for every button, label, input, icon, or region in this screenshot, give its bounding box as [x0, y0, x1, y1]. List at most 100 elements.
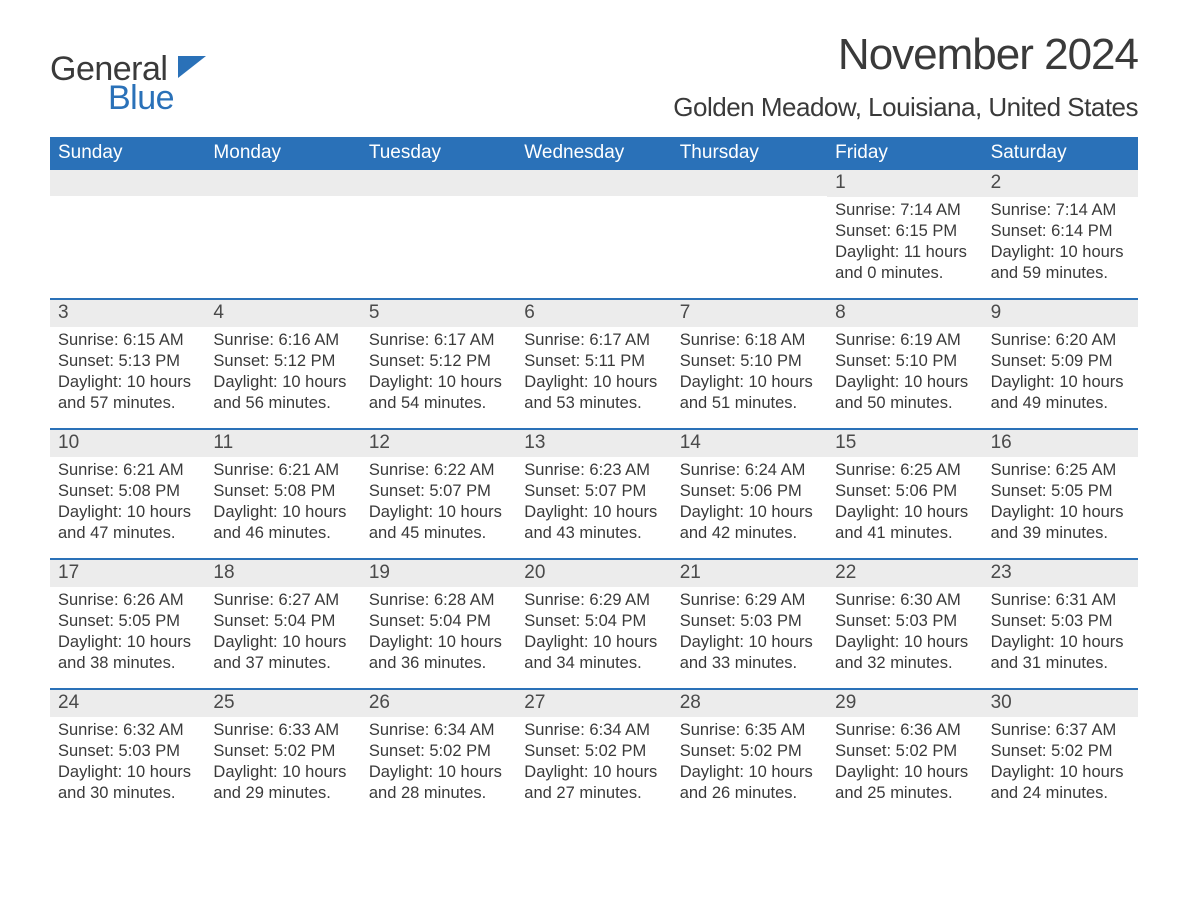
day-number: 2	[983, 170, 1138, 197]
calendar-day: 11Sunrise: 6:21 AMSunset: 5:08 PMDayligh…	[205, 430, 360, 558]
day-number: 16	[983, 430, 1138, 457]
daylight-line: Daylight: 10 hours and 38 minutes.	[58, 632, 197, 674]
day-number	[361, 170, 516, 196]
daylight-line: Daylight: 10 hours and 42 minutes.	[680, 502, 819, 544]
daylight-line: Daylight: 10 hours and 43 minutes.	[524, 502, 663, 544]
sunrise-line: Sunrise: 6:34 AM	[369, 720, 508, 741]
day-details: Sunrise: 6:34 AMSunset: 5:02 PMDaylight:…	[361, 717, 516, 810]
daylight-line: Daylight: 10 hours and 34 minutes.	[524, 632, 663, 674]
daylight-line: Daylight: 10 hours and 36 minutes.	[369, 632, 508, 674]
daylight-line: Daylight: 10 hours and 37 minutes.	[213, 632, 352, 674]
day-number: 7	[672, 300, 827, 327]
day-header-wednesday: Wednesday	[516, 137, 671, 170]
calendar-day: 12Sunrise: 6:22 AMSunset: 5:07 PMDayligh…	[361, 430, 516, 558]
day-number: 10	[50, 430, 205, 457]
day-number: 4	[205, 300, 360, 327]
day-number: 28	[672, 690, 827, 717]
day-number: 19	[361, 560, 516, 587]
daylight-line: Daylight: 10 hours and 53 minutes.	[524, 372, 663, 414]
sunrise-line: Sunrise: 6:32 AM	[58, 720, 197, 741]
day-details: Sunrise: 6:25 AMSunset: 5:06 PMDaylight:…	[827, 457, 982, 550]
sunset-line: Sunset: 5:04 PM	[369, 611, 508, 632]
day-details: Sunrise: 6:28 AMSunset: 5:04 PMDaylight:…	[361, 587, 516, 680]
day-details: Sunrise: 6:37 AMSunset: 5:02 PMDaylight:…	[983, 717, 1138, 810]
calendar-day: 13Sunrise: 6:23 AMSunset: 5:07 PMDayligh…	[516, 430, 671, 558]
calendar-empty-cell	[50, 170, 205, 298]
day-details: Sunrise: 6:25 AMSunset: 5:05 PMDaylight:…	[983, 457, 1138, 550]
sunset-line: Sunset: 5:08 PM	[213, 481, 352, 502]
daylight-line: Daylight: 10 hours and 24 minutes.	[991, 762, 1130, 804]
calendar-week: 17Sunrise: 6:26 AMSunset: 5:05 PMDayligh…	[50, 558, 1138, 688]
sunset-line: Sunset: 5:12 PM	[369, 351, 508, 372]
sunrise-line: Sunrise: 6:19 AM	[835, 330, 974, 351]
calendar-day: 14Sunrise: 6:24 AMSunset: 5:06 PMDayligh…	[672, 430, 827, 558]
calendar-day: 28Sunrise: 6:35 AMSunset: 5:02 PMDayligh…	[672, 690, 827, 818]
day-header-friday: Friday	[827, 137, 982, 170]
sunrise-line: Sunrise: 6:29 AM	[524, 590, 663, 611]
daylight-line: Daylight: 10 hours and 30 minutes.	[58, 762, 197, 804]
day-details: Sunrise: 6:18 AMSunset: 5:10 PMDaylight:…	[672, 327, 827, 420]
day-number: 5	[361, 300, 516, 327]
day-number: 8	[827, 300, 982, 327]
day-number: 14	[672, 430, 827, 457]
calendar-day: 1Sunrise: 7:14 AMSunset: 6:15 PMDaylight…	[827, 170, 982, 298]
calendar-day: 19Sunrise: 6:28 AMSunset: 5:04 PMDayligh…	[361, 560, 516, 688]
day-number: 27	[516, 690, 671, 717]
calendar-day: 5Sunrise: 6:17 AMSunset: 5:12 PMDaylight…	[361, 300, 516, 428]
calendar-day: 16Sunrise: 6:25 AMSunset: 5:05 PMDayligh…	[983, 430, 1138, 558]
day-details: Sunrise: 6:17 AMSunset: 5:12 PMDaylight:…	[361, 327, 516, 420]
day-details: Sunrise: 7:14 AMSunset: 6:14 PMDaylight:…	[983, 197, 1138, 290]
day-header-row: Sunday Monday Tuesday Wednesday Thursday…	[50, 137, 1138, 170]
sunset-line: Sunset: 5:06 PM	[835, 481, 974, 502]
sunset-line: Sunset: 5:05 PM	[991, 481, 1130, 502]
day-number: 11	[205, 430, 360, 457]
sunset-line: Sunset: 6:14 PM	[991, 221, 1130, 242]
month-title: November 2024	[673, 30, 1138, 80]
day-details: Sunrise: 6:33 AMSunset: 5:02 PMDaylight:…	[205, 717, 360, 810]
calendar-day: 2Sunrise: 7:14 AMSunset: 6:14 PMDaylight…	[983, 170, 1138, 298]
daylight-line: Daylight: 10 hours and 46 minutes.	[213, 502, 352, 544]
sunrise-line: Sunrise: 6:17 AM	[369, 330, 508, 351]
sunrise-line: Sunrise: 6:20 AM	[991, 330, 1130, 351]
day-details: Sunrise: 6:27 AMSunset: 5:04 PMDaylight:…	[205, 587, 360, 680]
daylight-line: Daylight: 10 hours and 25 minutes.	[835, 762, 974, 804]
calendar-week: 3Sunrise: 6:15 AMSunset: 5:13 PMDaylight…	[50, 298, 1138, 428]
sunrise-line: Sunrise: 6:16 AM	[213, 330, 352, 351]
sunset-line: Sunset: 5:07 PM	[369, 481, 508, 502]
day-number: 25	[205, 690, 360, 717]
day-number: 29	[827, 690, 982, 717]
sunrise-line: Sunrise: 6:33 AM	[213, 720, 352, 741]
sunset-line: Sunset: 5:10 PM	[680, 351, 819, 372]
day-number: 22	[827, 560, 982, 587]
day-number: 21	[672, 560, 827, 587]
day-number	[672, 170, 827, 196]
calendar-empty-cell	[205, 170, 360, 298]
daylight-line: Daylight: 10 hours and 31 minutes.	[991, 632, 1130, 674]
calendar-day: 21Sunrise: 6:29 AMSunset: 5:03 PMDayligh…	[672, 560, 827, 688]
day-details: Sunrise: 6:16 AMSunset: 5:12 PMDaylight:…	[205, 327, 360, 420]
day-details: Sunrise: 6:15 AMSunset: 5:13 PMDaylight:…	[50, 327, 205, 420]
day-details: Sunrise: 6:20 AMSunset: 5:09 PMDaylight:…	[983, 327, 1138, 420]
calendar-day: 4Sunrise: 6:16 AMSunset: 5:12 PMDaylight…	[205, 300, 360, 428]
sunset-line: Sunset: 5:10 PM	[835, 351, 974, 372]
sunrise-line: Sunrise: 6:21 AM	[58, 460, 197, 481]
sunrise-line: Sunrise: 7:14 AM	[835, 200, 974, 221]
calendar-day: 24Sunrise: 6:32 AMSunset: 5:03 PMDayligh…	[50, 690, 205, 818]
sunset-line: Sunset: 5:07 PM	[524, 481, 663, 502]
day-number: 20	[516, 560, 671, 587]
calendar-day: 30Sunrise: 6:37 AMSunset: 5:02 PMDayligh…	[983, 690, 1138, 818]
sunset-line: Sunset: 5:03 PM	[680, 611, 819, 632]
day-number	[205, 170, 360, 196]
calendar-day: 29Sunrise: 6:36 AMSunset: 5:02 PMDayligh…	[827, 690, 982, 818]
daylight-line: Daylight: 10 hours and 26 minutes.	[680, 762, 819, 804]
daylight-line: Daylight: 10 hours and 59 minutes.	[991, 242, 1130, 284]
calendar-day: 20Sunrise: 6:29 AMSunset: 5:04 PMDayligh…	[516, 560, 671, 688]
daylight-line: Daylight: 10 hours and 50 minutes.	[835, 372, 974, 414]
calendar-day: 26Sunrise: 6:34 AMSunset: 5:02 PMDayligh…	[361, 690, 516, 818]
day-details: Sunrise: 6:32 AMSunset: 5:03 PMDaylight:…	[50, 717, 205, 810]
daylight-line: Daylight: 10 hours and 51 minutes.	[680, 372, 819, 414]
sunset-line: Sunset: 5:02 PM	[991, 741, 1130, 762]
day-number: 1	[827, 170, 982, 197]
sunrise-line: Sunrise: 6:18 AM	[680, 330, 819, 351]
sunrise-line: Sunrise: 6:25 AM	[835, 460, 974, 481]
